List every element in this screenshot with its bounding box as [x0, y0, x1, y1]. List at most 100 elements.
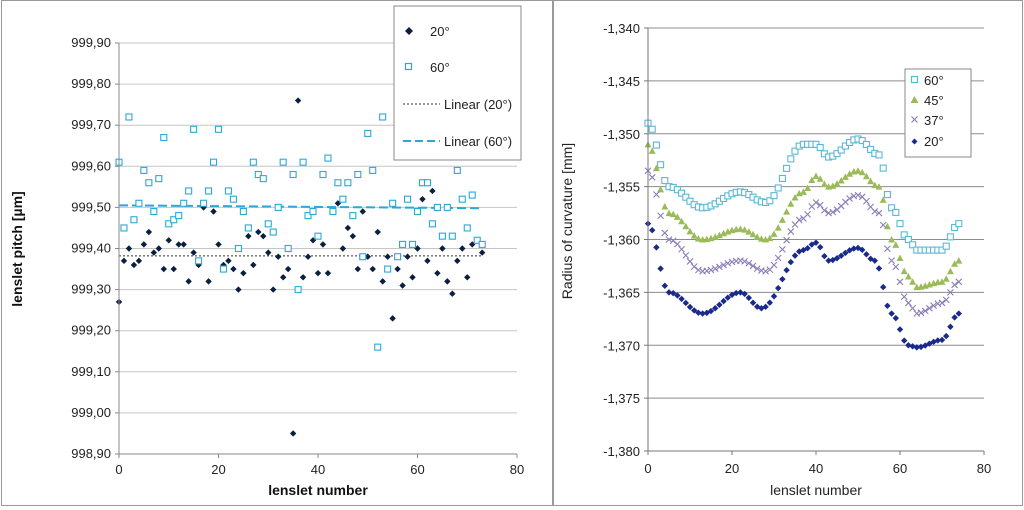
data-point — [900, 293, 908, 301]
trendline — [118, 204, 483, 210]
data-point — [135, 257, 143, 265]
data-point — [694, 234, 702, 242]
data-point — [649, 227, 656, 234]
data-point — [816, 143, 824, 152]
data-point — [745, 228, 753, 235]
legend-label: Linear (20°) — [444, 97, 512, 112]
data-point — [812, 239, 820, 246]
data-point — [235, 286, 242, 293]
data-point — [473, 236, 481, 244]
data-point — [753, 265, 761, 272]
data-point — [884, 245, 891, 253]
data-point — [444, 278, 451, 285]
radius-curvature-chart: -1,380 -1,375 -1,370 -1,365 -1,360 -1,355 -1,3… — [559, 21, 991, 498]
data-point — [394, 265, 401, 273]
data-point — [837, 176, 845, 184]
data-point — [900, 231, 908, 239]
data-point — [774, 184, 782, 192]
legend-item-20deg: 20° — [405, 24, 450, 39]
data-point — [943, 332, 950, 340]
data-point — [240, 269, 247, 277]
data-point — [854, 191, 862, 199]
legend-label: 37° — [924, 113, 944, 128]
data-point — [825, 257, 832, 264]
data-point — [728, 291, 736, 299]
data-point — [883, 191, 891, 199]
data-point — [846, 170, 854, 177]
series-triangle — [644, 140, 963, 291]
data-point — [749, 299, 757, 306]
data-point — [374, 228, 381, 236]
data-point — [833, 180, 841, 187]
data-point — [799, 188, 807, 195]
data-point — [783, 164, 791, 172]
data-point — [653, 191, 660, 198]
data-point — [120, 257, 128, 265]
data-point — [775, 284, 782, 292]
data-point — [468, 191, 476, 199]
data-point — [791, 252, 799, 259]
y-tick-label: 999,50 — [71, 199, 111, 214]
data-point — [854, 167, 862, 174]
lenslet-pitch-chart: 998,90 999,00 999,10 999,20 999,30 999,40 999,… — [9, 5, 524, 498]
data-point — [762, 267, 769, 275]
data-point — [779, 245, 786, 253]
data-point — [757, 235, 765, 242]
data-point — [791, 193, 799, 201]
data-point — [875, 209, 883, 217]
data-point — [648, 173, 656, 181]
data-point — [652, 141, 660, 149]
data-point — [766, 234, 774, 242]
data-point — [459, 245, 466, 252]
legend-item-37deg: 37° — [911, 113, 944, 128]
data-point — [846, 195, 853, 202]
y-tick-label: 999,80 — [71, 76, 111, 91]
data-point — [349, 212, 357, 220]
data-point — [787, 228, 795, 235]
data-point — [210, 208, 217, 215]
data-point — [458, 195, 466, 203]
data-point — [334, 179, 342, 187]
data-point — [319, 241, 327, 248]
data-point — [230, 265, 237, 273]
data-point — [120, 224, 128, 232]
y-tick-label: 999,00 — [71, 405, 111, 420]
y-tick-label: -1,365 — [603, 285, 640, 300]
data-point — [736, 225, 744, 232]
data-point — [909, 241, 917, 249]
data-point — [938, 299, 946, 307]
data-point — [888, 204, 896, 212]
data-point — [314, 269, 322, 277]
data-point — [833, 255, 841, 262]
data-point — [741, 226, 749, 233]
data-point — [909, 304, 916, 312]
data-point — [867, 177, 875, 185]
y-tick-label: -1,370 — [603, 338, 640, 353]
data-point — [682, 193, 690, 201]
data-point — [904, 235, 912, 244]
y-tick-label: 999,70 — [71, 117, 111, 132]
data-point — [439, 245, 446, 252]
x-tick-label: 40 — [311, 462, 325, 477]
y-tick-label: -1,345 — [603, 74, 640, 89]
data-point — [359, 208, 366, 215]
legend-item-60deg: 60° — [910, 73, 944, 88]
x-tick-label: 20 — [211, 462, 225, 477]
data-point — [791, 147, 799, 155]
data-point — [661, 202, 669, 210]
data-point — [686, 258, 694, 265]
data-point — [892, 263, 900, 271]
data-point — [389, 315, 396, 322]
legend-marker-diamond — [911, 138, 918, 145]
data-point — [239, 207, 247, 216]
data-point — [879, 221, 887, 229]
data-point — [344, 224, 352, 232]
data-point — [225, 257, 232, 265]
data-point — [682, 299, 689, 307]
data-point — [165, 237, 172, 244]
data-point — [657, 161, 665, 169]
data-point — [454, 257, 461, 265]
data-point — [741, 257, 748, 265]
data-point — [190, 125, 198, 133]
data-point — [863, 251, 870, 258]
